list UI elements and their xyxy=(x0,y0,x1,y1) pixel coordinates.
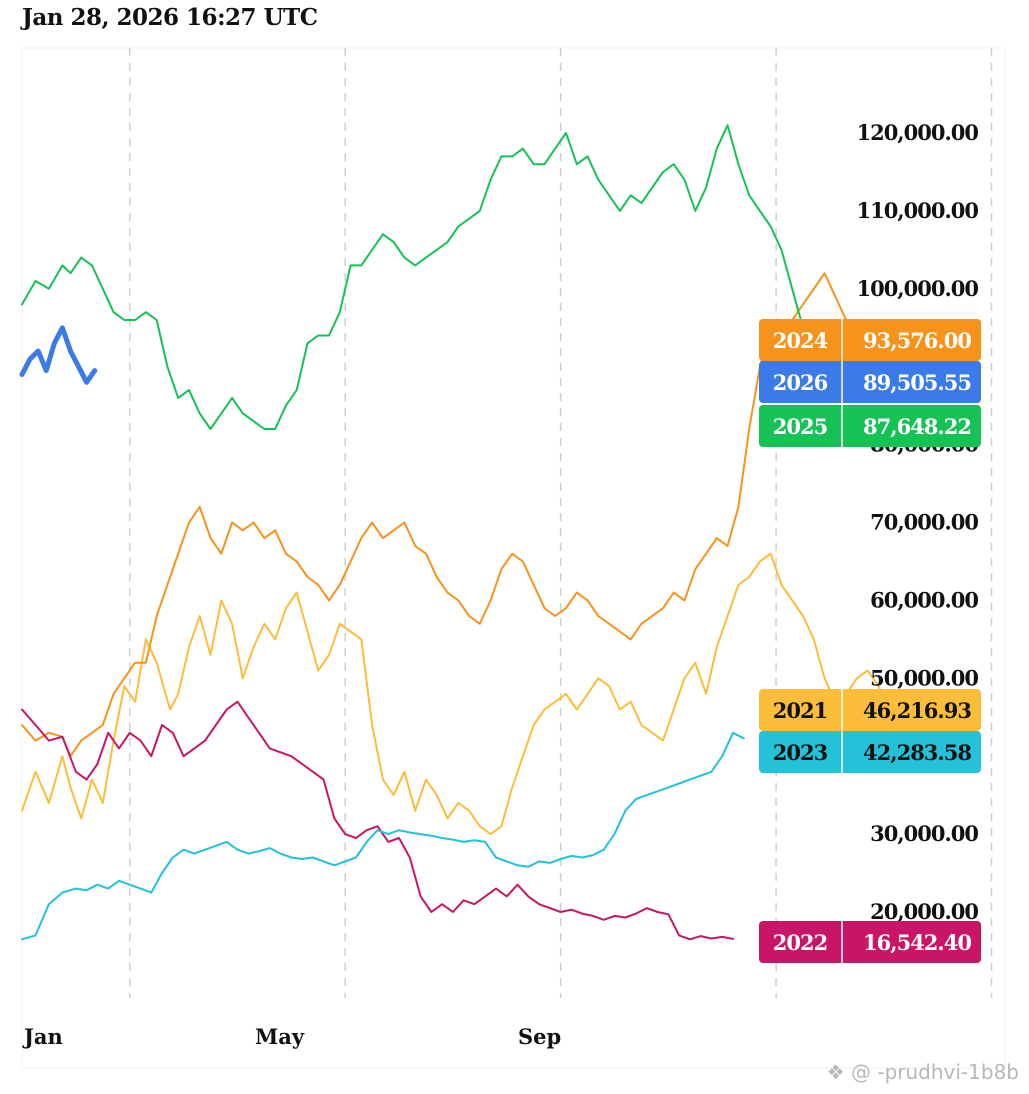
badge-2023: 2023 42,283.58 xyxy=(759,731,981,773)
x-axis-labels: Jan May Sep xyxy=(22,1024,561,1049)
badge-value: 42,283.58 xyxy=(863,740,971,765)
badge-year: 2021 xyxy=(773,698,827,723)
badge-year: 2022 xyxy=(773,930,827,955)
series-line-2022 xyxy=(21,700,734,941)
badge-value: 93,576.00 xyxy=(863,328,971,353)
series-line-2021 xyxy=(21,552,891,836)
series-line-2026 xyxy=(19,325,98,385)
y-tick-label: 110,000.00 xyxy=(856,198,978,223)
badge-background xyxy=(759,689,981,731)
badge-year: 2024 xyxy=(773,328,828,353)
badge-background xyxy=(759,405,981,447)
series-line-2025 xyxy=(21,124,880,430)
badge-2025: 2025 87,648.22 xyxy=(759,405,981,447)
x-tick-label: Sep xyxy=(518,1024,561,1049)
y-tick-label: 120,000.00 xyxy=(856,120,978,145)
x-tick-label: Jan xyxy=(22,1024,63,1049)
y-tick-label: 30,000.00 xyxy=(870,821,978,846)
watermark: ❖ @ -prudhvi-1b8b xyxy=(827,1060,1019,1084)
series-line-2024 xyxy=(21,272,848,758)
chart-timestamp: Jan 28, 2026 16:27 UTC xyxy=(22,4,318,31)
watermark-text: @ -prudhvi-1b8b xyxy=(851,1060,1019,1084)
badge-value: 87,648.22 xyxy=(863,414,971,439)
y-tick-label: 50,000.00 xyxy=(870,665,978,690)
plot-frame xyxy=(21,47,1006,1069)
y-tick-label: 70,000.00 xyxy=(870,510,978,535)
badge-2022: 2022 16,542.40 xyxy=(759,921,981,963)
x-gridlines xyxy=(128,48,993,998)
badge-value: 89,505.55 xyxy=(863,370,971,395)
badge-2026: 2026 89,505.55 xyxy=(759,361,981,403)
badge-background xyxy=(759,731,981,773)
badge-value: 46,216.93 xyxy=(863,698,971,723)
badge-background xyxy=(759,361,981,403)
y-tick-label: 100,000.00 xyxy=(856,276,978,301)
series-lines xyxy=(19,124,891,941)
badge-year: 2026 xyxy=(773,370,828,395)
badge-year: 2023 xyxy=(773,740,828,765)
badge-background xyxy=(759,319,981,361)
y-axis-labels: 120,000.00110,000.00100,000.0080,000.007… xyxy=(856,120,979,924)
badge-value: 16,542.40 xyxy=(863,930,971,955)
y-tick-label: 60,000.00 xyxy=(870,587,978,612)
badge-2024: 2024 93,576.00 xyxy=(759,319,981,361)
y-tick-label: 20,000.00 xyxy=(870,899,978,924)
gem-icon: ❖ xyxy=(826,1060,845,1084)
series-line-2023 xyxy=(21,731,745,941)
badge-year: 2025 xyxy=(773,414,828,439)
x-tick-label: May xyxy=(255,1024,305,1049)
badge-background xyxy=(759,921,981,963)
badge-2021: 2021 46,216.93 xyxy=(759,689,981,731)
